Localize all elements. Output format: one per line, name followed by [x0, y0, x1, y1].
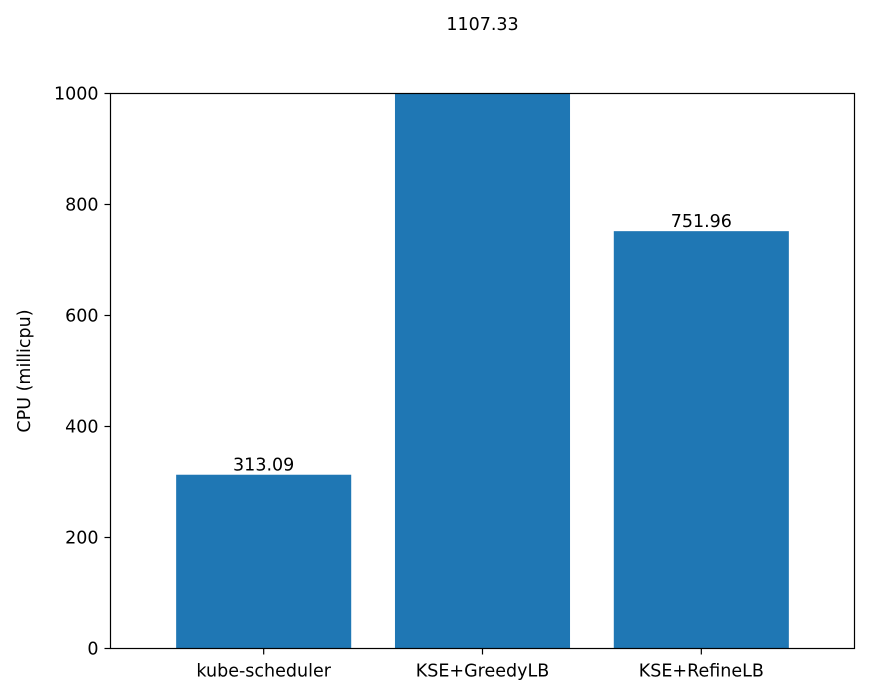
bar-value-label-2: 1107.33 — [446, 15, 518, 35]
x-tick-label-2: KSE+GreedyLB — [416, 662, 549, 682]
bar-3 — [613, 231, 789, 649]
bar-value-labels: 313.09 1107.33 751.96 — [233, 15, 732, 476]
y-tick-label-200: 200 — [65, 529, 98, 549]
bar-2 — [394, 93, 571, 649]
y-tick-label-0: 0 — [87, 640, 98, 660]
y-axis: 0 200 400 600 800 1000 — [54, 85, 111, 660]
y-axis-title: CPU (millicpu) — [15, 309, 35, 432]
y-tick-label-800: 800 — [65, 196, 98, 216]
bar-value-label-1: 313.09 — [233, 456, 294, 476]
y-tick-label-600: 600 — [65, 307, 98, 327]
y-tick-label-400: 400 — [65, 418, 98, 438]
x-tick-label-1: kube-scheduler — [196, 662, 331, 682]
bars-group — [176, 93, 789, 649]
bar-value-label-3: 751.96 — [671, 212, 732, 232]
bar-1 — [176, 474, 352, 649]
x-tick-label-3: KSE+RefineLB — [639, 662, 764, 682]
y-tick-label-1000: 1000 — [54, 85, 99, 105]
x-axis: kube-scheduler KSE+GreedyLB KSE+RefineLB — [196, 648, 764, 682]
